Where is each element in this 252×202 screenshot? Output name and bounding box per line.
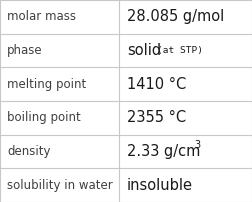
Text: 1410 °C: 1410 °C [127, 77, 186, 92]
Text: boiling point: boiling point [7, 111, 81, 124]
Text: density: density [7, 145, 50, 158]
Text: solid: solid [127, 43, 161, 58]
Text: molar mass: molar mass [7, 10, 76, 23]
Text: insoluble: insoluble [127, 178, 193, 193]
Text: phase: phase [7, 44, 43, 57]
Text: 2.33 g/cm: 2.33 g/cm [127, 144, 200, 159]
Text: 2355 °C: 2355 °C [127, 110, 186, 125]
Text: (at STP): (at STP) [157, 46, 203, 55]
Text: solubility in water: solubility in water [7, 179, 113, 192]
Text: melting point: melting point [7, 78, 86, 91]
Text: 28.085 g/mol: 28.085 g/mol [127, 9, 224, 24]
Text: 3: 3 [194, 141, 200, 150]
